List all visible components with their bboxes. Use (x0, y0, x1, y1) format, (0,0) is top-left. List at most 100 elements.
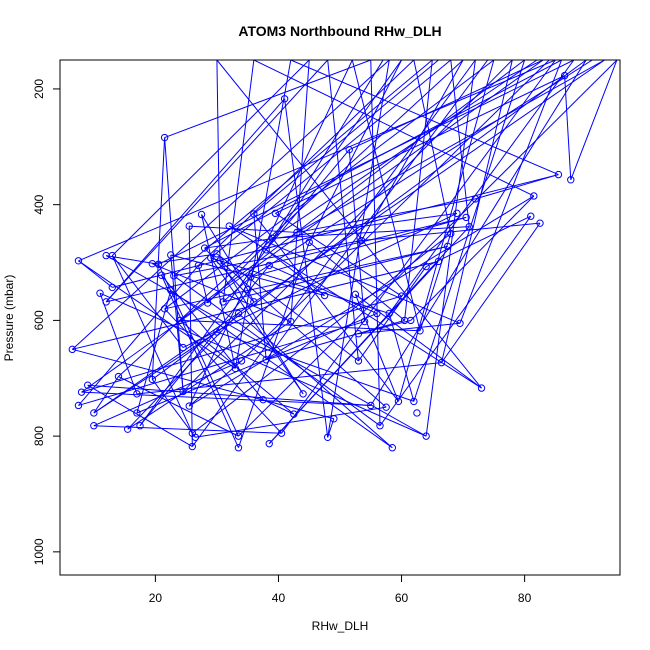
data-point (96, 289, 104, 297)
data-point (216, 257, 224, 265)
data-point (197, 210, 206, 219)
data-point (170, 272, 178, 280)
data-point (280, 95, 289, 103)
y-tick-label: 1000 (32, 538, 46, 565)
series-segment (188, 60, 353, 407)
series-segment (99, 292, 427, 437)
data-point (74, 257, 83, 265)
data-point (136, 422, 144, 430)
series-segment (327, 60, 390, 438)
x-tick-label: 60 (395, 591, 409, 605)
series-segment (136, 312, 378, 414)
data-point (154, 260, 163, 268)
data-point (160, 133, 169, 142)
data-point (447, 229, 455, 238)
series-segment (179, 320, 295, 415)
data-point (68, 345, 77, 354)
data-point (462, 213, 470, 222)
series-segment (475, 174, 559, 200)
data-point (354, 357, 363, 365)
series-segment (158, 60, 575, 265)
data-point (305, 238, 313, 246)
data-point (259, 395, 267, 404)
x-tick-label: 20 (149, 591, 163, 605)
series-segment (192, 233, 452, 434)
data-point (108, 283, 117, 292)
data-point (219, 298, 227, 306)
data-point (527, 212, 535, 220)
series-segment (265, 60, 384, 251)
series-segment (118, 376, 239, 437)
series-segment (419, 233, 452, 331)
series-segment (234, 60, 292, 369)
data-point (320, 291, 329, 300)
series-segment (139, 265, 270, 427)
y-tick-label: 400 (32, 194, 46, 214)
series-segment (198, 60, 415, 266)
data-point (357, 236, 366, 245)
data-point (200, 244, 209, 252)
series-segment (441, 60, 513, 363)
data-point (108, 251, 117, 260)
data-point (290, 410, 298, 418)
series-segment (78, 321, 365, 406)
series-segment (441, 222, 541, 363)
series-segment (112, 174, 559, 288)
data-point (299, 390, 307, 398)
series-segment (219, 260, 387, 408)
data-point (413, 409, 421, 417)
series-segment (81, 391, 371, 406)
data-point (434, 257, 443, 266)
series-segment (327, 60, 359, 361)
series-segment (388, 60, 575, 314)
series-segment (118, 60, 464, 377)
series-segment (136, 290, 172, 414)
data-point (167, 286, 175, 295)
series-segment (93, 360, 242, 427)
series-segment (308, 60, 402, 243)
data-point (213, 250, 221, 258)
series-segment (253, 60, 535, 197)
series-segment (410, 195, 535, 321)
y-tick-label: 600 (32, 310, 46, 330)
data-point (90, 422, 98, 430)
series-segment (173, 60, 433, 277)
series-segment (564, 75, 572, 180)
data-point (554, 170, 563, 179)
data-point (287, 317, 295, 326)
data-point (410, 397, 418, 406)
series-segment (290, 60, 559, 176)
data-point (271, 209, 280, 218)
series-segment (253, 60, 439, 215)
x-tick-label: 40 (272, 591, 286, 605)
series-segment (238, 313, 393, 449)
series-segment (197, 265, 209, 304)
series-segment (106, 216, 467, 303)
data-point (437, 358, 446, 367)
data-point (465, 222, 473, 231)
series-segment (93, 60, 605, 414)
series-segment (275, 75, 565, 214)
data-point (176, 316, 184, 325)
data-point (83, 381, 92, 389)
data-point (388, 443, 397, 452)
data-point (90, 409, 98, 417)
series-segment (78, 60, 556, 262)
data-point (250, 298, 258, 306)
data-point (360, 317, 369, 326)
series-segment (272, 60, 538, 239)
data-point (394, 397, 403, 406)
series-segment (397, 60, 495, 402)
series-segment (81, 60, 544, 393)
x-tick-label: 80 (518, 591, 532, 605)
series-segment (151, 137, 166, 380)
series-segment (111, 255, 193, 434)
data-point (213, 328, 221, 336)
series-segment (238, 60, 618, 437)
series-segment (358, 322, 461, 335)
series-segment (195, 406, 387, 438)
data-point (231, 364, 240, 373)
series-segment (164, 60, 371, 139)
data-point (471, 195, 480, 203)
data-point (207, 254, 215, 262)
